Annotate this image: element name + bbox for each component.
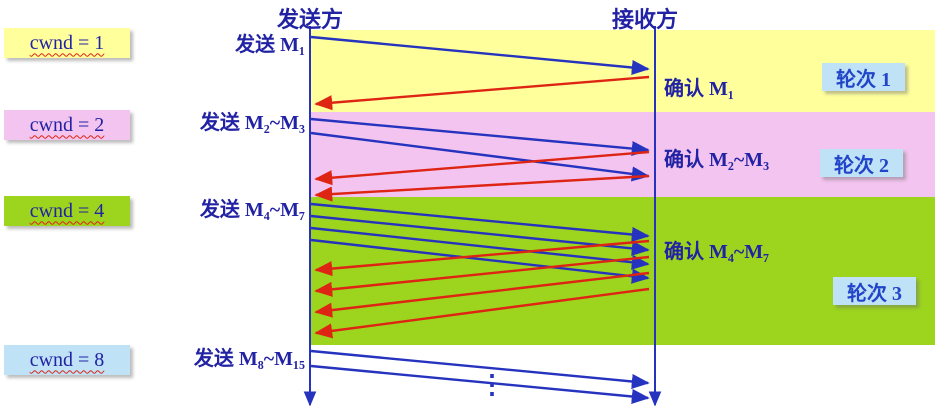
ack-arrow: [314, 255, 650, 297]
ack-arrow: [314, 75, 650, 111]
ack-arrow: [314, 239, 650, 277]
cwnd-label-round-3: cwnd = 4: [4, 196, 130, 226]
data-arrow: [310, 35, 650, 75]
ack-arrow: [314, 174, 650, 202]
sender-title: 发送方: [276, 7, 343, 32]
cwnd-label-round-1: cwnd = 1: [4, 28, 130, 58]
ack-label-round-2: 确认 M₂~M₃: [664, 149, 770, 171]
round-1-badge: 轮次 1: [822, 63, 905, 91]
round-4-arrows: [310, 349, 650, 404]
data-arrow: [310, 214, 650, 256]
cwnd-text: cwnd = 8: [29, 348, 105, 371]
round-3-band: [310, 197, 935, 345]
send-label-round-2: 发送 M₂~M₃: [199, 112, 305, 134]
ack-arrow: [314, 287, 650, 339]
data-arrow: [310, 117, 650, 157]
cwnd-text: cwnd = 2: [29, 113, 105, 136]
cwnd-label-round-2: cwnd = 2: [4, 110, 130, 140]
send-label-round-3: 发送 M₄~M₇: [199, 199, 305, 221]
continuation-ellipsis: ⋮: [479, 369, 505, 399]
cwnd-text: cwnd = 4: [29, 199, 105, 222]
data-arrow: [310, 238, 650, 284]
ack-arrow: [314, 271, 650, 318]
round-1-arrows: [310, 35, 650, 111]
round-2-badge: 轮次 2: [820, 149, 903, 177]
ack-arrow: [314, 150, 650, 186]
cwnd-text: cwnd = 1: [29, 31, 105, 54]
data-arrow: [310, 349, 650, 389]
receiver-title: 接收方: [611, 7, 678, 32]
send-label-round-4: 发送 M₈~M₁₅: [193, 348, 305, 370]
data-arrow: [310, 226, 650, 270]
cwnd-label-round-4: cwnd = 8: [4, 345, 130, 375]
ack-label-round-1: 确认 M₁: [664, 78, 734, 100]
round-2-arrows: [310, 117, 650, 202]
data-arrow: [310, 131, 650, 182]
data-arrow: [310, 364, 650, 404]
round-3-badge: 轮次 3: [833, 277, 916, 305]
round-3-arrows: [310, 202, 650, 339]
ack-label-round-3: 确认 M₄~M₇: [664, 241, 770, 263]
send-label-round-1: 发送 M₁: [235, 34, 305, 56]
data-arrow: [310, 202, 650, 242]
